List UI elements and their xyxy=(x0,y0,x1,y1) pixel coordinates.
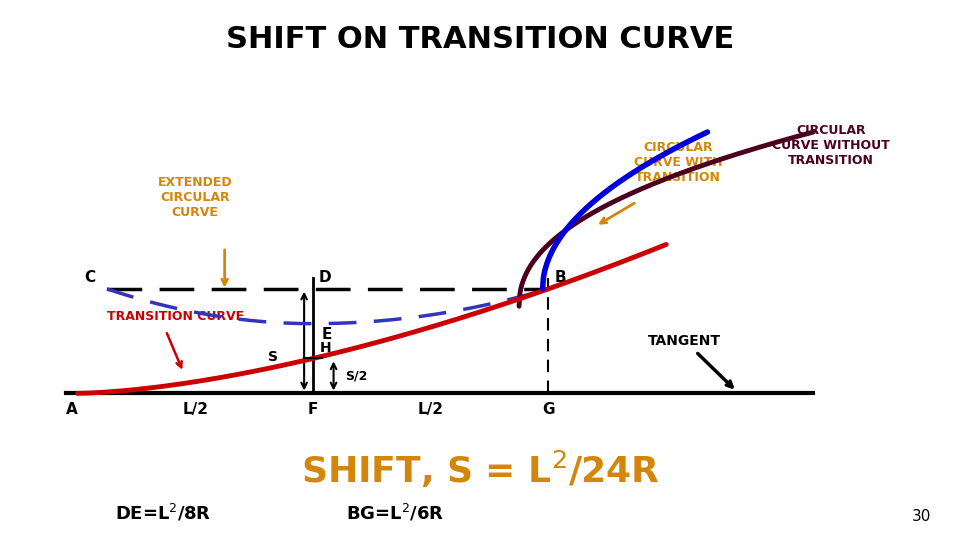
Text: F: F xyxy=(308,402,318,417)
Text: S: S xyxy=(268,350,277,364)
Text: G: G xyxy=(542,402,555,417)
Text: SHIFT, S = L$^2$/24R: SHIFT, S = L$^2$/24R xyxy=(300,449,660,490)
Text: EXTENDED
CIRCULAR
CURVE: EXTENDED CIRCULAR CURVE xyxy=(157,176,232,219)
Text: H: H xyxy=(320,341,331,355)
Text: 30: 30 xyxy=(912,509,931,524)
Text: TRANSITION CURVE: TRANSITION CURVE xyxy=(107,310,244,323)
Text: B: B xyxy=(554,271,566,285)
Text: BG=L$^2$/6R: BG=L$^2$/6R xyxy=(346,502,444,524)
Text: A: A xyxy=(65,402,78,417)
Text: E: E xyxy=(322,327,332,342)
Text: S/2: S/2 xyxy=(346,369,368,382)
Text: CIRCULAR
CURVE WITH
TRANSITION: CIRCULAR CURVE WITH TRANSITION xyxy=(634,141,722,184)
Text: L/2: L/2 xyxy=(418,402,444,417)
Text: D: D xyxy=(319,271,331,285)
Text: CIRCULAR
CURVE WITHOUT
TRANSITION: CIRCULAR CURVE WITHOUT TRANSITION xyxy=(772,124,890,167)
Text: C: C xyxy=(84,271,95,285)
Text: L/2: L/2 xyxy=(182,402,208,417)
Text: DE=L$^2$/8R: DE=L$^2$/8R xyxy=(115,502,211,524)
Text: SHIFT ON TRANSITION CURVE: SHIFT ON TRANSITION CURVE xyxy=(226,25,734,54)
Text: TANGENT: TANGENT xyxy=(647,334,720,348)
